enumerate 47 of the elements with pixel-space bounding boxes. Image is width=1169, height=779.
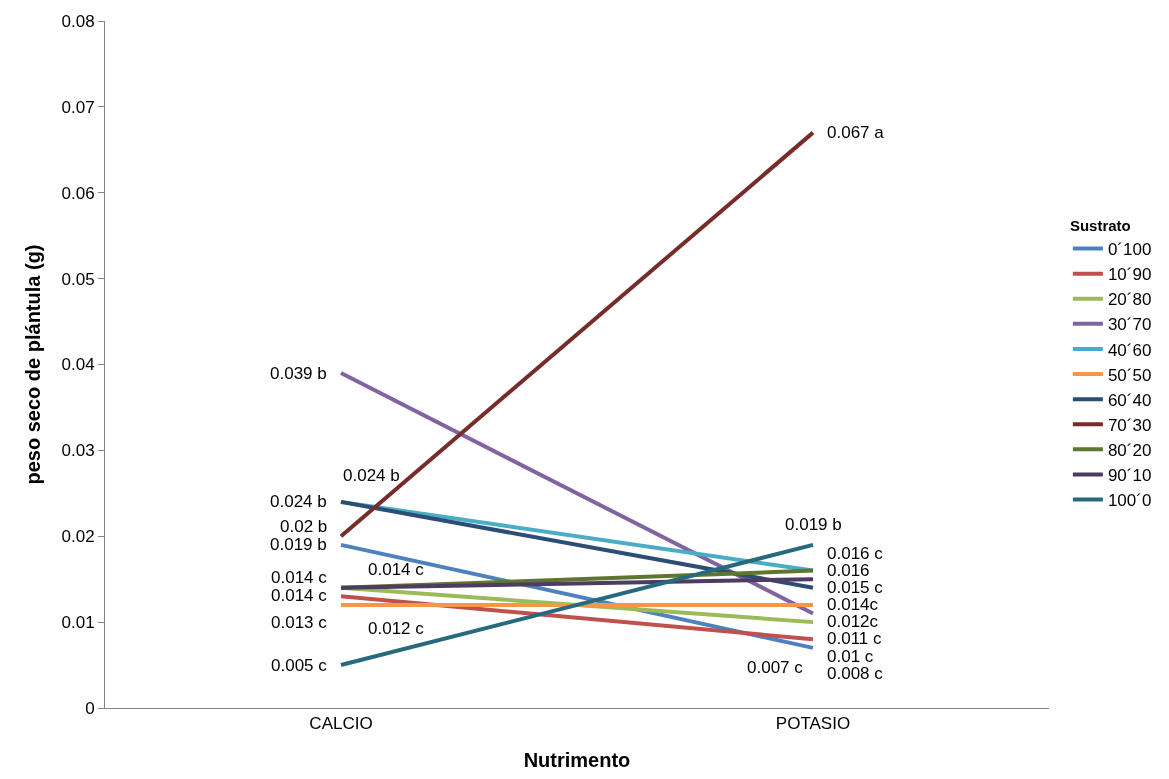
legend-label: 80´20 xyxy=(1107,440,1152,460)
legend-label: 40´60 xyxy=(1107,340,1152,360)
data-label: 0.015 c xyxy=(827,578,884,597)
y-tick-label: 0.04 xyxy=(61,355,95,375)
legend-label: 10´90 xyxy=(1107,265,1152,285)
legend-label: 100´0 xyxy=(1107,491,1152,511)
y-tick-label: 0.07 xyxy=(61,97,95,117)
data-label: 0.016 c xyxy=(827,544,884,563)
data-label: 0.008 c xyxy=(827,664,884,683)
data-label: 0.067 a xyxy=(827,123,885,142)
data-label: 0.012c xyxy=(827,612,879,631)
y-tick-label: 0.06 xyxy=(61,183,95,203)
y-axis-title: peso seco de plántula (g) xyxy=(22,244,45,485)
data-label: 0.014c xyxy=(827,595,879,614)
data-label: 0.024 b xyxy=(343,466,400,485)
y-tick-label: 0.01 xyxy=(61,613,95,633)
x-tick-label: CALCIO xyxy=(309,714,373,734)
data-label: 0.01 c xyxy=(827,647,874,666)
legend-label: 20´80 xyxy=(1107,290,1152,310)
data-label: 0.019 b xyxy=(785,515,842,534)
legend-label: 50´50 xyxy=(1107,365,1152,385)
data-label: 0.012 c xyxy=(368,619,425,638)
data-label: 0.019 b xyxy=(270,535,327,554)
x-axis-title: Nutrimento xyxy=(523,748,631,771)
legend-label: 0´100 xyxy=(1107,240,1152,260)
legend-label: 70´30 xyxy=(1107,415,1152,435)
data-label: 0.014 c xyxy=(271,568,328,587)
data-label: 0.024 b xyxy=(270,492,327,511)
data-label: 0.013 c xyxy=(271,613,328,632)
data-label: 0.02 b xyxy=(280,517,328,536)
x-tick-label: POTASIO xyxy=(775,714,851,734)
data-label: 0.039 b xyxy=(270,364,327,383)
y-tick-label: 0 xyxy=(85,698,95,718)
y-tick-label: 0.08 xyxy=(61,11,95,31)
legend-title: Sustrato xyxy=(1069,217,1131,234)
data-label: 0.007 c xyxy=(747,658,804,677)
data-label: 0.011 c xyxy=(827,629,882,648)
legend-label: 90´10 xyxy=(1107,466,1152,486)
y-tick-label: 0.02 xyxy=(61,527,95,547)
data-label: 0.014 c xyxy=(368,560,425,579)
legend-label: 30´70 xyxy=(1107,315,1152,335)
data-label: 0.005 c xyxy=(271,656,328,675)
data-label: 0.016 xyxy=(827,561,870,580)
y-tick-label: 0.03 xyxy=(61,441,95,461)
legend-label: 60´40 xyxy=(1107,390,1152,410)
data-label: 0.014 c xyxy=(271,586,328,605)
y-tick-label: 0.05 xyxy=(61,269,95,289)
